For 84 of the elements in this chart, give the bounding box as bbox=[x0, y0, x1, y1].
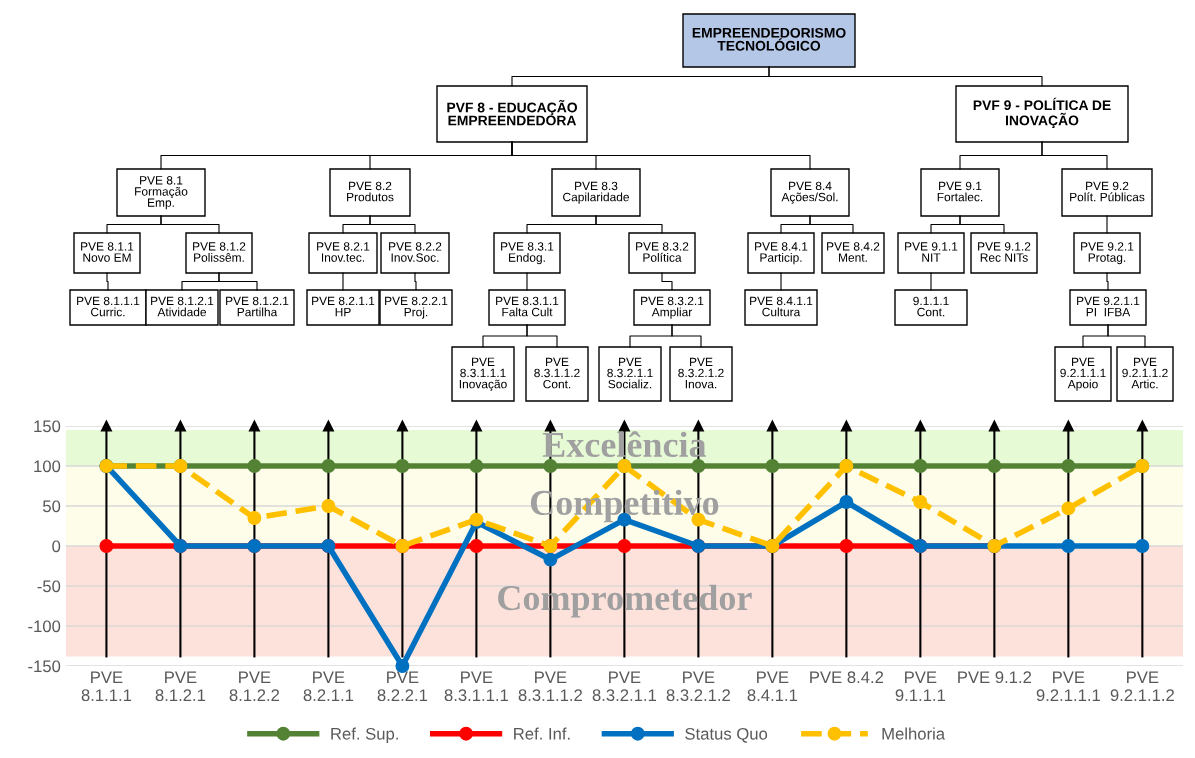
point bbox=[913, 459, 928, 473]
point bbox=[765, 459, 780, 473]
x-tick-label: PVE 8.1.2.2 bbox=[229, 671, 280, 702]
point bbox=[543, 459, 558, 473]
x-tick-label: PVE 8.3.1.1.2 bbox=[518, 671, 582, 702]
point bbox=[247, 511, 262, 525]
legend-label: Melhoria bbox=[882, 727, 946, 740]
text: EMPREENDEDORISMO TECNOLÓGICO bbox=[692, 27, 846, 51]
point bbox=[617, 539, 632, 553]
y-tick-label: 100 bbox=[34, 460, 61, 473]
point bbox=[839, 539, 854, 553]
text: PVE 8.3.2 Política bbox=[636, 242, 689, 262]
y-tick-label: -150 bbox=[28, 660, 61, 673]
text: PVE 8.1.1.1 Curric. bbox=[77, 296, 140, 317]
text: PVE 8.1.2.1 Atividade bbox=[151, 296, 214, 317]
text: PVE 8.3.2.1.1 Socializ. bbox=[607, 357, 653, 389]
text: PVE 8.3.1.1.1 Inovação bbox=[459, 357, 507, 391]
point bbox=[469, 539, 484, 553]
text: PVE 9.2.1.1.1 Apoio bbox=[1060, 357, 1106, 391]
text: PVE 8.3.1.1.2 Cont. bbox=[534, 357, 580, 389]
text: PVE 8.2.1 Inov.tec. bbox=[317, 242, 370, 262]
text: PVE 9.2.1 Protag. bbox=[1081, 242, 1134, 265]
x-tick-label: PVE 8.2.2.1 bbox=[377, 671, 428, 702]
text: PVF 9 - POLÍTICA DE INOVAÇÃO bbox=[973, 97, 1111, 129]
y-tick-label: 50 bbox=[42, 500, 61, 513]
x-tick-label: PVE 8.1.2.1 bbox=[155, 671, 206, 702]
text: PVE 8.1.2 Polissêm. bbox=[193, 242, 246, 262]
x-tick-label: PVE 9.2.1.1.1 bbox=[1036, 671, 1100, 702]
point bbox=[691, 459, 706, 473]
text: PVE 8.3 Capilaridade bbox=[563, 181, 629, 204]
y-tick-label: 150 bbox=[34, 420, 61, 433]
text: PVE 8.3.1.1 Falta Cult bbox=[496, 296, 559, 317]
point bbox=[1061, 539, 1076, 553]
x-tick-label: PVE 8.2.1.1 bbox=[303, 671, 354, 702]
text: PVE 8.4.1 Particip. bbox=[755, 242, 808, 265]
text: PVE 8.3.2.1.2 Inova. bbox=[678, 357, 724, 389]
point bbox=[543, 552, 558, 567]
text: PVE 8.2.1.1 HP bbox=[312, 296, 375, 317]
y-tick-label: -100 bbox=[28, 620, 61, 633]
text: PVE 8.1 Formação Emp. bbox=[135, 176, 188, 210]
point bbox=[987, 459, 1002, 473]
point bbox=[839, 495, 854, 509]
point bbox=[395, 459, 410, 473]
x-tick-label: PVE 8.3.2.1.2 bbox=[666, 671, 730, 702]
text: PVE 8.2.2 Inov.Soc. bbox=[389, 242, 442, 262]
text: PVE 9.1.2 Rec NITs bbox=[978, 242, 1031, 262]
text: PVF 8 - EDUCAÇÃO EMPREENDEDORA bbox=[447, 99, 578, 126]
text: PVE 8.3.2.1 Ampliar bbox=[641, 296, 704, 319]
text: PVE 8.1.1 Novo EM bbox=[81, 242, 134, 262]
text: PVE 8.1.2.1 Partilha bbox=[226, 296, 289, 317]
text: PVE 8.2 Produtos bbox=[347, 181, 394, 202]
text: PVE 8.4.1.1 Cultura bbox=[750, 296, 813, 317]
x-tick-label: PVE 8.3.1.1.1 bbox=[444, 671, 509, 702]
point bbox=[247, 459, 262, 473]
text: PVE 9.2 Polít. Públicas bbox=[1070, 181, 1145, 202]
text: 9.1.1.1 Cont. bbox=[913, 296, 949, 317]
point bbox=[99, 539, 114, 553]
legend-label: Ref. Sup. bbox=[331, 727, 398, 743]
text: PVE 8.3.1 Endog. bbox=[501, 242, 554, 265]
x-tick-label: PVE 8.3.2.1.1 bbox=[592, 671, 657, 702]
text: PVE 8.2.2.1 Proj. bbox=[385, 296, 448, 319]
point bbox=[321, 459, 336, 473]
legend-label: Ref. Inf. bbox=[514, 727, 570, 740]
point bbox=[1061, 459, 1076, 473]
point bbox=[469, 459, 484, 473]
x-tick-label: PVE 8.1.1.1 bbox=[81, 671, 132, 702]
text: PVE 9.2.1.1.2 Artic. bbox=[1122, 357, 1168, 389]
x-tick-label: PVE 8.4.1.1 bbox=[747, 671, 798, 702]
x-tick-label: PVE 9.1.2 bbox=[958, 671, 1032, 684]
y-tick-label: 0 bbox=[52, 540, 61, 553]
point bbox=[1061, 501, 1076, 516]
point bbox=[321, 499, 336, 513]
text: PVE 9.2.1.1 PI IFBA bbox=[1077, 296, 1140, 317]
legend-label: Status Quo bbox=[685, 727, 768, 743]
text: PVE 8.4 Ações/Sol. bbox=[781, 181, 838, 204]
x-tick-label: PVE 9.2.1.1.2 bbox=[1110, 671, 1174, 702]
text: PVE 9.1.1 NIT bbox=[905, 242, 958, 262]
x-tick-label: PVE 8.4.2 bbox=[810, 671, 884, 684]
point bbox=[1135, 539, 1150, 553]
text: PVE 8.4.2 Ment. bbox=[827, 242, 880, 262]
y-tick-label: -50 bbox=[37, 580, 61, 593]
point bbox=[913, 495, 928, 509]
x-tick-label: PVE 9.1.1.1 bbox=[895, 671, 946, 702]
text: PVE 9.1 Fortalec. bbox=[937, 181, 983, 202]
